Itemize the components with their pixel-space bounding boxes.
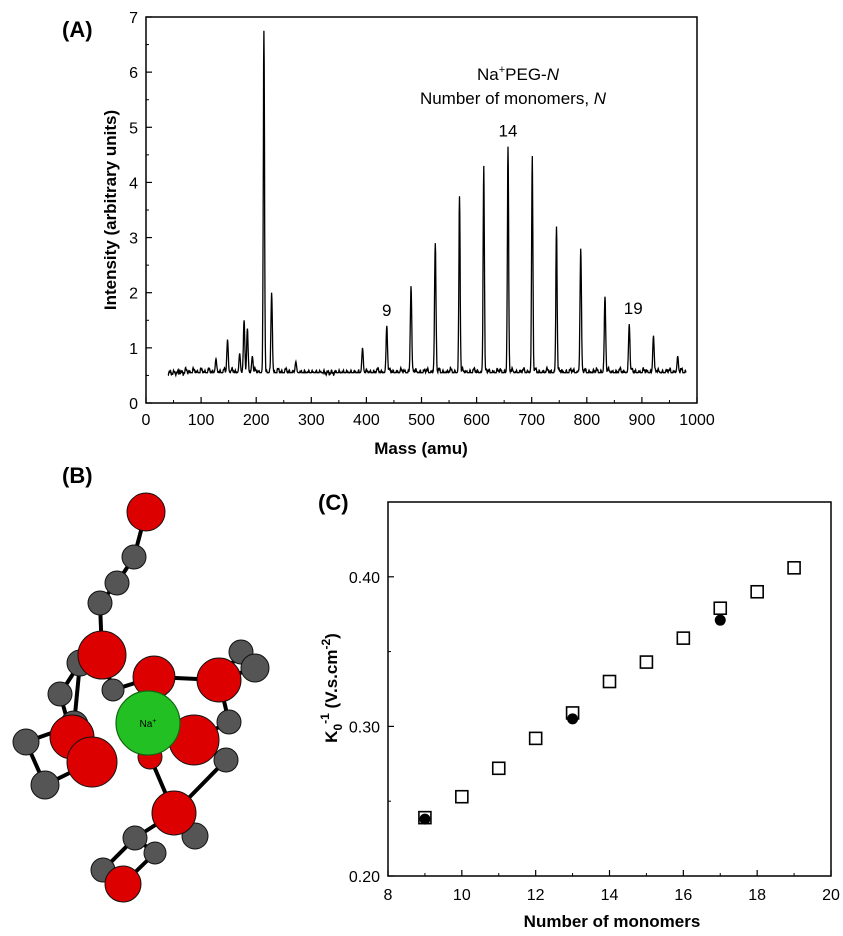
mobility-scatter-chart: 8 10 12 14 16 18 20 0.20 0.30 0.40 Number of mon… (318, 501, 840, 931)
carbon-atom (122, 825, 148, 851)
y-tick-label: 2 (129, 286, 138, 303)
square-point (602, 674, 617, 689)
y-tick-label: 3 (129, 231, 138, 248)
x-tick-label: 800 (573, 412, 600, 429)
plot-frame-a (145, 16, 698, 404)
y-axis-title-c: K0-1 (V.s.cm-2) (318, 633, 345, 743)
square-point (713, 601, 728, 616)
carbon-atom (47, 681, 73, 707)
square-point (787, 561, 801, 575)
x-tick-label: 600 (463, 412, 490, 429)
x-tick-label: 18 (748, 887, 766, 904)
spectrum-line (167, 30, 687, 378)
oxygen-atom (66, 736, 118, 788)
square-point (528, 731, 543, 746)
carbon-atom (30, 770, 60, 800)
y-tick-label: 1 (129, 341, 138, 358)
carbon-atom (240, 653, 270, 683)
carbon-atom (213, 747, 239, 773)
y-tick-label: 0.40 (349, 570, 380, 587)
square-point (676, 631, 691, 645)
y-tick-label: 0.20 (349, 869, 380, 886)
circle-point (714, 614, 726, 626)
sodium-label: Na+ (140, 718, 157, 730)
oxygen-atom (126, 492, 166, 532)
x-tick-label: 14 (601, 887, 619, 904)
x-tick-label: 10 (453, 887, 471, 904)
x-axis-ticks-a: 0 100 200 300 400 500 600 700 800 900 1000 (142, 397, 715, 429)
oxygen-atom (151, 790, 197, 836)
peak-label: 9 (382, 301, 391, 320)
y-tick-label: 6 (129, 65, 138, 82)
peak-label: 19 (624, 299, 643, 318)
molecule-structure: Na+ (12, 492, 270, 903)
square-point (750, 584, 764, 599)
y-axis-title-a: Intensity (arbitrary units) (101, 110, 120, 310)
square-point (455, 789, 469, 804)
x-tick-label: 0 (142, 412, 151, 429)
circle-point (567, 713, 579, 725)
oxygen-atom (77, 630, 127, 680)
x-tick-label: 300 (298, 412, 325, 429)
x-axis-title-a: Mass (amu) (374, 439, 468, 458)
x-tick-label: 200 (243, 412, 270, 429)
x-tick-label: 8 (384, 887, 393, 904)
panel-label-c: (C) (318, 490, 349, 515)
carbon-atom (216, 709, 242, 735)
carbon-atom (87, 590, 113, 616)
sodium-atom (115, 690, 181, 756)
x-tick-label: 12 (527, 887, 545, 904)
carbon-atom (121, 544, 147, 570)
x-tick-label: 1000 (679, 412, 715, 429)
oxygen-atom (196, 657, 242, 703)
scatter-points (418, 561, 801, 825)
x-tick-label: 400 (353, 412, 380, 429)
carbon-atom (101, 678, 125, 702)
y-tick-label: 4 (129, 175, 138, 192)
square-point (491, 761, 506, 776)
y-tick-label: 0.30 (349, 719, 380, 736)
panel-label-a: (A) (62, 17, 93, 42)
panel-label-b: (B) (62, 463, 93, 488)
carbon-atom (12, 728, 40, 756)
mass-spectrum-chart: 0 100 200 300 400 500 600 700 800 900 1000 0 1 2 3 4 5 6… (101, 10, 715, 458)
y-tick-label: 5 (129, 120, 138, 137)
annotation-subtitle: Number of monomers, N (420, 89, 607, 108)
oxygen-atom (104, 865, 142, 903)
square-point (639, 655, 654, 669)
y-tick-label: 0 (129, 396, 138, 413)
molecule-atoms (12, 492, 270, 903)
peak-labels: 9 14 19 (382, 122, 643, 320)
x-tick-label: 900 (629, 412, 656, 429)
x-tick-label: 100 (188, 412, 215, 429)
carbon-atom (143, 841, 167, 865)
y-axis-ticks-c: 0.20 0.30 0.40 (349, 570, 394, 886)
peak-label: 14 (499, 122, 518, 141)
x-tick-label: 16 (674, 887, 692, 904)
x-tick-label: 700 (518, 412, 545, 429)
x-tick-label: 20 (822, 887, 840, 904)
x-axis-title-c: Number of monomers (524, 912, 701, 931)
y-tick-label: 7 (129, 10, 138, 27)
y-axis-ticks-a: 0 1 2 3 4 5 6 7 (129, 10, 152, 413)
carbon-atom (104, 570, 130, 596)
plot-frame-c (387, 501, 832, 877)
x-tick-label: 500 (408, 412, 435, 429)
circle-point (419, 813, 431, 825)
x-axis-ticks-c: 8 10 12 14 16 18 20 (384, 870, 840, 904)
annotation-title: Na+PEG-N (477, 64, 560, 84)
